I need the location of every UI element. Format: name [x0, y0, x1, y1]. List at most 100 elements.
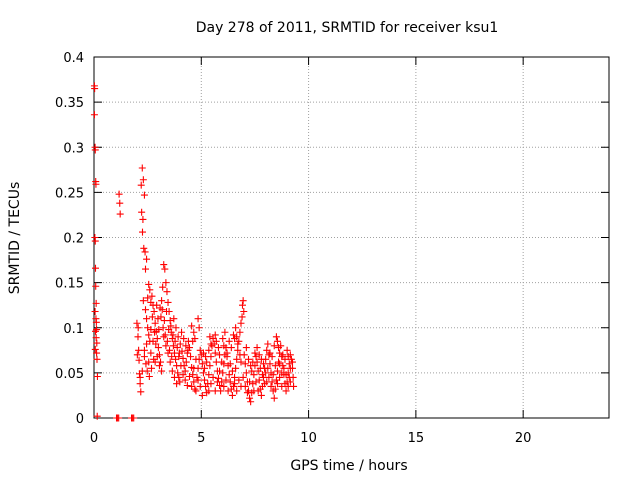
data-point-marker	[205, 346, 213, 354]
data-point-marker	[181, 376, 189, 384]
data-point-marker	[247, 362, 255, 370]
data-point-marker	[206, 333, 214, 341]
data-point-marker	[140, 191, 148, 199]
data-point-marker	[153, 335, 161, 343]
data-point-marker	[135, 356, 143, 364]
data-point-marker	[245, 355, 252, 363]
data-point-marker	[90, 111, 98, 119]
data-point-marker	[160, 261, 168, 269]
data-point-marker	[147, 349, 155, 357]
data-point-marker	[139, 228, 146, 236]
data-point-marker	[276, 373, 284, 381]
grid-lines	[94, 57, 609, 418]
data-point-marker	[164, 298, 172, 306]
data-point-marker	[188, 382, 196, 390]
data-point-marker	[170, 373, 178, 381]
data-point-marker	[237, 358, 245, 366]
data-point-marker	[201, 364, 209, 372]
data-point-marker	[145, 358, 153, 366]
data-point-marker	[159, 283, 167, 291]
data-point-marker	[173, 344, 181, 352]
data-point-marker	[140, 346, 148, 354]
data-point-marker	[178, 328, 186, 336]
data-point-marker	[183, 382, 191, 390]
data-point-marker	[198, 391, 206, 399]
data-point-marker	[161, 331, 169, 339]
data-point-marker	[91, 345, 99, 353]
data-point-marker	[284, 382, 292, 390]
data-point-marker	[93, 339, 101, 347]
data-point-marker	[263, 378, 271, 386]
data-point-marker	[138, 164, 146, 172]
y-tick-label: 0.35	[55, 96, 84, 111]
y-tick-label: 0.05	[55, 367, 84, 382]
data-point-marker	[253, 344, 261, 352]
data-point-marker	[143, 255, 151, 263]
y-tick-label: 0.25	[55, 186, 84, 201]
data-point-marker	[93, 412, 101, 420]
data-point-marker	[148, 313, 156, 321]
data-point-marker	[271, 362, 279, 370]
data-point-marker	[142, 265, 149, 273]
data-point-marker	[169, 331, 177, 339]
data-point-marker	[236, 328, 244, 336]
data-point-marker	[116, 210, 124, 218]
data-point-marker	[158, 297, 166, 305]
data-point-marker	[144, 294, 152, 302]
data-point-marker	[143, 340, 151, 348]
data-point-marker	[194, 376, 202, 384]
data-point-marker	[137, 388, 145, 396]
data-point-marker	[224, 387, 232, 395]
data-point-marker	[220, 342, 228, 350]
data-point-marker	[216, 382, 224, 390]
data-point-marker	[223, 349, 231, 357]
y-tick-label: 0.1	[63, 322, 84, 337]
data-point-marker	[167, 322, 175, 330]
data-point-marker	[216, 367, 224, 375]
data-point-marker	[275, 344, 283, 352]
data-point-marker	[211, 331, 219, 339]
data-point-marker	[166, 358, 174, 366]
data-point-marker	[213, 378, 221, 386]
data-point-marker	[216, 351, 224, 359]
data-point-marker	[218, 358, 226, 366]
data-point-marker	[265, 373, 273, 381]
data-point-marker	[214, 344, 222, 352]
data-point-marker	[151, 358, 159, 366]
data-point-marker	[278, 382, 286, 390]
data-point-marker	[153, 301, 161, 309]
data-point-marker	[188, 322, 196, 330]
data-point-marker	[93, 349, 101, 357]
data-point-marker	[136, 380, 144, 388]
x-tick-label: 20	[515, 431, 532, 446]
data-point-marker	[241, 382, 249, 390]
data-point-marker	[272, 333, 280, 341]
data-point-marker	[211, 387, 219, 395]
data-point-marker	[225, 337, 233, 345]
data-point-marker	[247, 398, 255, 406]
data-point-marker	[256, 364, 264, 372]
data-point-marker	[270, 342, 278, 350]
data-point-marker	[91, 308, 99, 315]
data-point-marker	[269, 371, 277, 379]
data-point-marker	[205, 371, 213, 379]
data-point-marker	[176, 340, 184, 348]
data-point-marker	[162, 342, 170, 350]
data-point-marker	[282, 387, 290, 395]
data-point-marker	[199, 349, 207, 357]
data-point-marker	[255, 351, 263, 359]
data-point-marker	[93, 355, 101, 363]
data-point-marker	[138, 208, 146, 216]
data-point-marker	[191, 335, 199, 343]
data-point-marker	[229, 331, 237, 339]
data-point-marker	[242, 369, 250, 377]
data-point-marker	[219, 335, 227, 343]
data-point-marker	[139, 176, 147, 184]
data-point-marker	[170, 315, 178, 323]
data-point-marker	[164, 349, 172, 357]
data-point-marker	[146, 286, 154, 294]
data-point-marker	[271, 385, 279, 393]
data-point-marker	[177, 362, 185, 370]
data-point-marker	[92, 282, 100, 290]
